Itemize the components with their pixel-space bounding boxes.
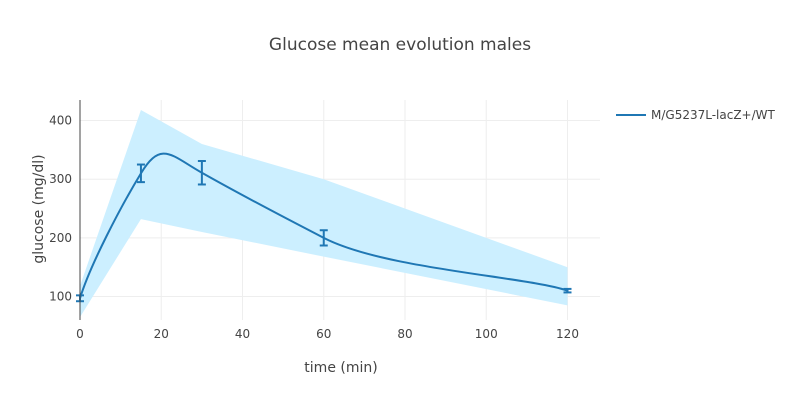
error-bar <box>136 163 145 184</box>
legend-label: M/G5237L-lacZ+/WT <box>651 108 776 122</box>
y-tick-label: 100 <box>49 290 72 304</box>
x-tick-label: 40 <box>235 327 250 341</box>
x-axis-title: time (min) <box>304 360 377 376</box>
x-tick-label: 100 <box>475 327 498 341</box>
legend[interactable]: M/G5237L-lacZ+/WT <box>616 108 776 122</box>
x-tick-label: 20 <box>154 327 169 341</box>
y-tick-label: 300 <box>49 172 72 186</box>
grid <box>80 100 600 320</box>
tick-labels: 0 20 40 60 80 100 120 100 200 300 400 <box>49 114 579 341</box>
x-tick-label: 60 <box>316 327 331 341</box>
x-tick-label: 80 <box>397 327 412 341</box>
error-bar <box>197 160 206 186</box>
y-axis-title: glucose (mg/dl) <box>31 154 47 263</box>
chart-title: Glucose mean evolution males <box>269 35 531 55</box>
x-tick-label: 0 <box>76 327 84 341</box>
y-tick-label: 200 <box>49 231 72 245</box>
error-bar <box>319 229 328 247</box>
x-tick-label: 120 <box>556 327 579 341</box>
y-tick-label: 400 <box>49 114 72 128</box>
series-line <box>79 152 568 299</box>
error-bar <box>563 287 572 294</box>
